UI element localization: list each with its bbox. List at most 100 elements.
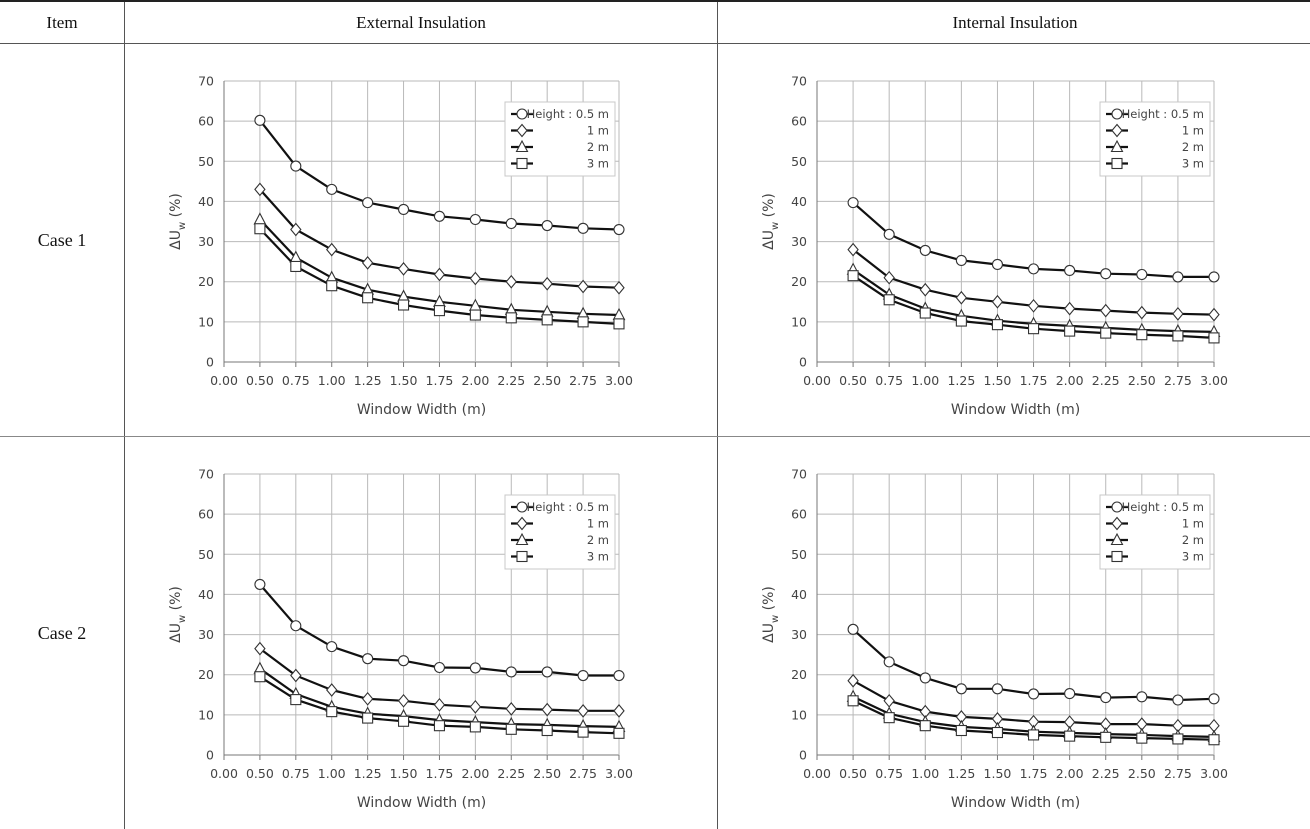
data-point (992, 259, 1002, 269)
legend-marker (517, 502, 527, 512)
legend-marker (1112, 109, 1122, 119)
data-point (1173, 734, 1183, 744)
header-row: Item External Insulation Internal Insula… (0, 1, 1310, 44)
data-point (327, 244, 337, 256)
data-point (327, 281, 337, 291)
data-point (884, 229, 894, 239)
y-tick-label: 70 (198, 467, 214, 482)
y-tick-label: 50 (791, 547, 807, 562)
data-point (291, 695, 301, 705)
x-tick-label: 2.75 (1164, 373, 1192, 388)
x-tick-label: 1.25 (947, 766, 975, 781)
x-tick-label: 2.00 (1056, 373, 1084, 388)
y-tick-label: 40 (198, 587, 214, 602)
legend-label: 2 m (1182, 140, 1204, 154)
x-tick-label: 0.75 (282, 766, 310, 781)
x-tick-label: 2.00 (1056, 766, 1084, 781)
data-point (506, 703, 516, 715)
data-point (1209, 272, 1219, 282)
data-point (1173, 331, 1183, 341)
data-point (956, 316, 966, 326)
x-tick-label: 1.75 (1020, 373, 1048, 388)
data-point (254, 213, 265, 224)
data-point (434, 211, 444, 221)
data-point (255, 643, 265, 655)
data-point (1137, 733, 1147, 743)
legend-marker (517, 552, 527, 562)
data-point (920, 245, 930, 255)
data-point (992, 296, 1002, 308)
data-point (578, 223, 588, 233)
legend-label: 2 m (587, 140, 609, 154)
y-tick-label: 20 (791, 667, 807, 682)
data-point (1101, 269, 1111, 279)
x-axis-title: Window Width (m) (951, 402, 1080, 418)
x-tick-label: 0.50 (839, 373, 867, 388)
data-point (1029, 689, 1039, 699)
header-internal-insulation: Internal Insulation (718, 1, 1310, 44)
data-point (992, 728, 1002, 738)
y-tick-label: 70 (791, 467, 807, 482)
data-point (848, 244, 858, 256)
y-axis-title: ΔUw (%) (168, 586, 188, 643)
row-label-case-1: Case 1 (38, 230, 87, 250)
y-tick-label: 10 (791, 707, 807, 722)
data-point (470, 722, 480, 732)
data-point (920, 308, 930, 318)
data-point (399, 716, 409, 726)
data-point (327, 684, 337, 696)
data-point (614, 225, 624, 235)
legend-label: 1 m (1182, 517, 1204, 531)
legend-label: Height : 0.5 m (1122, 500, 1204, 514)
legend-marker (517, 159, 527, 169)
y-axis-title-unit: (%) (168, 586, 184, 615)
y-tick-label: 10 (198, 707, 214, 722)
y-tick-label: 30 (198, 627, 214, 642)
data-point (291, 670, 301, 682)
y-axis-title-main: ΔU (761, 230, 777, 250)
data-point (327, 642, 337, 652)
data-point (1029, 300, 1039, 312)
x-tick-label: 2.50 (533, 373, 561, 388)
data-point (434, 721, 444, 731)
x-tick-label: 2.25 (1092, 373, 1120, 388)
data-point (884, 713, 894, 723)
y-axis-title: ΔUw (%) (168, 193, 188, 250)
x-tick-label: 2.25 (1092, 766, 1120, 781)
legend-label: 2 m (587, 533, 609, 547)
x-tick-label: 1.75 (426, 373, 454, 388)
y-axis-title: ΔUw (%) (761, 193, 781, 250)
data-point (470, 214, 480, 224)
legend: Height : 0.5 m1 m2 m3 m (1100, 495, 1210, 569)
x-tick-label: 2.00 (461, 766, 489, 781)
y-axis-title-subscript: w (770, 615, 781, 623)
y-tick-label: 20 (198, 667, 214, 682)
legend-label: 3 m (1182, 550, 1204, 564)
data-point (542, 704, 552, 716)
x-tick-label: 0.00 (803, 373, 831, 388)
data-point (578, 671, 588, 681)
data-point (363, 293, 373, 303)
data-point (542, 278, 552, 290)
y-tick-label: 40 (791, 587, 807, 602)
x-tick-label: 2.50 (1128, 373, 1156, 388)
y-axis-title-unit: (%) (168, 193, 184, 222)
data-point (1029, 264, 1039, 274)
data-point (1209, 309, 1219, 321)
x-tick-label: 1.25 (947, 373, 975, 388)
data-point (291, 161, 301, 171)
data-point (614, 728, 624, 738)
x-tick-label: 1.00 (318, 766, 346, 781)
y-tick-label: 0 (799, 355, 807, 370)
data-point (956, 255, 966, 265)
data-point (578, 281, 588, 293)
legend-label: Height : 0.5 m (1122, 107, 1204, 121)
x-tick-label: 2.50 (1128, 766, 1156, 781)
legend-label: 3 m (587, 550, 609, 564)
data-point (614, 319, 624, 329)
legend: Height : 0.5 m1 m2 m3 m (1100, 102, 1210, 176)
data-point (1065, 303, 1075, 315)
